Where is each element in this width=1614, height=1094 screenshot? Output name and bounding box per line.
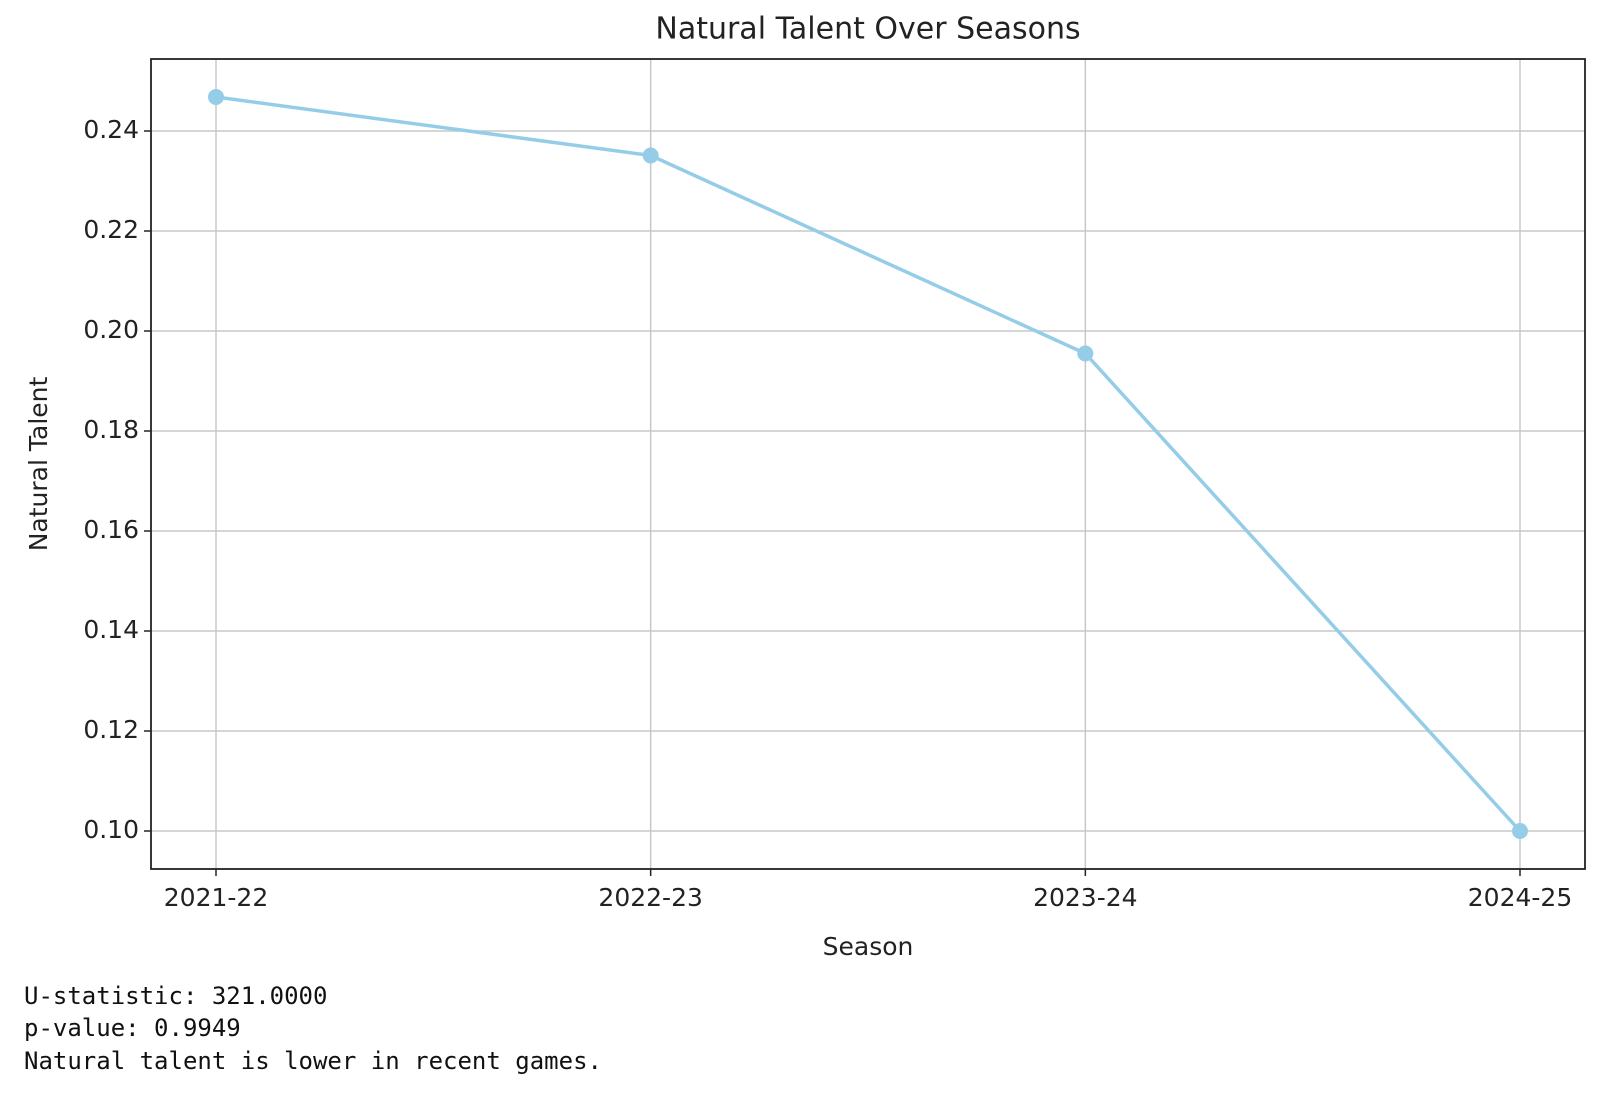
chart-title: Natural Talent Over Seasons bbox=[655, 12, 1080, 47]
y-tick-label: 0.18 bbox=[83, 415, 139, 444]
output-line: U-statistic: 321.0000 bbox=[24, 982, 327, 1010]
y-tick-label: 0.22 bbox=[83, 215, 139, 244]
y-tick-label: 0.16 bbox=[83, 515, 139, 544]
output-line: p-value: 0.9949 bbox=[24, 1014, 241, 1042]
y-tick-label: 0.12 bbox=[83, 715, 139, 744]
series-line bbox=[215, 95, 1522, 833]
y-tick-label: 0.20 bbox=[83, 315, 139, 344]
y-tick-label: 0.24 bbox=[83, 115, 139, 144]
x-tick-label: 2021-22 bbox=[164, 883, 268, 912]
y-tick-label: 0.10 bbox=[83, 815, 139, 844]
plot-frame bbox=[150, 58, 1586, 870]
y-tick-label: 0.14 bbox=[83, 615, 139, 644]
x-tick-label: 2024-25 bbox=[1468, 883, 1572, 912]
point bbox=[642, 147, 659, 164]
output-line: Natural talent is lower in recent games. bbox=[24, 1047, 602, 1075]
y-axis-label: Natural Talent bbox=[24, 377, 53, 552]
point bbox=[1077, 345, 1094, 362]
point bbox=[208, 89, 224, 105]
point bbox=[1512, 823, 1528, 839]
x-axis-label: Season bbox=[823, 932, 914, 961]
x-tick-label: 2022-23 bbox=[598, 883, 702, 912]
x-tick-label: 2023-24 bbox=[1033, 883, 1137, 912]
